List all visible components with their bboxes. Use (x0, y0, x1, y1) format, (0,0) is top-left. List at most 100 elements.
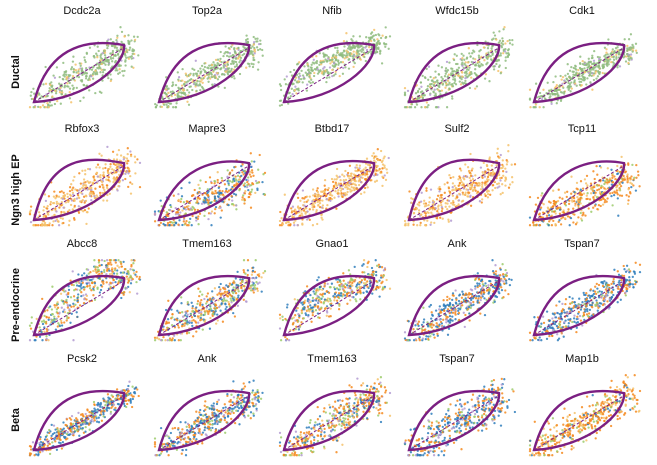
cell-point (493, 65, 496, 68)
cell-point (191, 307, 194, 310)
cell-point (98, 66, 101, 69)
cell-point (43, 314, 46, 318)
cell-point (180, 95, 183, 98)
cell-point (65, 77, 68, 80)
cell-point (504, 184, 507, 187)
cell-point (63, 73, 66, 76)
cell-point (566, 190, 569, 193)
cell-point (602, 179, 605, 182)
cell-point (376, 158, 380, 162)
cell-point (374, 44, 378, 48)
cell-point (249, 46, 253, 50)
cell-point (448, 190, 452, 194)
cell-point (439, 187, 442, 191)
cell-point (101, 79, 104, 82)
cell-point (164, 88, 168, 91)
cell-point (366, 173, 369, 176)
cell-point (184, 222, 187, 225)
cell-point (352, 186, 355, 190)
cell-point (592, 62, 595, 65)
cell-point (177, 339, 180, 342)
cell-point (447, 187, 451, 190)
cell-point (437, 205, 440, 208)
cell-point (289, 70, 292, 74)
cell-point (44, 106, 48, 109)
cell-point (58, 88, 62, 92)
cell-point (494, 186, 497, 190)
cell-point (245, 279, 248, 282)
cell-point (46, 309, 49, 312)
cell-point (182, 319, 186, 322)
cell-point (118, 50, 121, 53)
cell-point (613, 175, 616, 178)
cell-point (169, 209, 172, 212)
cell-point (256, 37, 259, 40)
cell-point (94, 268, 97, 271)
cell-point (631, 43, 634, 47)
cell-point (208, 176, 212, 179)
cell-point (44, 199, 48, 203)
cell-point (382, 157, 385, 160)
cell-point (247, 176, 250, 179)
cell-point (577, 68, 580, 72)
cell-point (236, 57, 240, 60)
cell-point (408, 190, 411, 193)
cell-point (338, 74, 341, 78)
cell-point (196, 300, 200, 303)
cell-point (497, 69, 500, 73)
cell-point (345, 32, 348, 35)
cell-point (126, 147, 129, 150)
cell-point (573, 190, 576, 194)
cell-point (177, 76, 181, 79)
cell-point (465, 67, 469, 71)
cell-point (588, 74, 591, 77)
phase-panel: Cdk1 (528, 5, 638, 109)
cell-point (301, 197, 304, 200)
cell-point (222, 286, 225, 290)
cell-point (620, 155, 623, 159)
cell-point (80, 67, 84, 70)
cell-point (438, 185, 441, 189)
cell-point (28, 106, 32, 109)
cell-point (91, 281, 94, 285)
cell-point (131, 277, 134, 281)
cell-point (74, 69, 78, 72)
cell-point (118, 266, 121, 269)
cell-point (128, 170, 131, 173)
row-label: Ductal (10, 55, 22, 89)
cell-point (57, 195, 61, 198)
cell-point (626, 44, 629, 48)
cell-point (341, 173, 344, 176)
cell-point (239, 49, 243, 53)
cell-point (376, 148, 379, 151)
cell-point (436, 210, 439, 213)
cell-point (565, 195, 568, 199)
cell-point (434, 92, 437, 95)
cell-point (461, 75, 464, 78)
cell-point (591, 56, 594, 60)
cell-point (373, 28, 376, 32)
cell-point (253, 52, 256, 55)
cell-point (446, 181, 449, 184)
cell-point (380, 62, 384, 65)
cell-point (66, 195, 69, 199)
cell-point (107, 179, 110, 182)
cell-point (59, 102, 62, 105)
cell-point (461, 71, 464, 74)
cell-point (249, 175, 253, 178)
cell-point (202, 200, 205, 204)
cell-point (502, 52, 505, 55)
cell-point (410, 103, 414, 106)
cell-point (248, 195, 251, 199)
cell-point (336, 51, 339, 54)
cell-point (376, 173, 379, 176)
cell-point (321, 204, 325, 207)
cell-point (233, 315, 237, 318)
cell-point (46, 207, 49, 210)
cell-point (388, 35, 392, 38)
cell-point (248, 65, 251, 68)
phase-panel: Mapre3 (153, 123, 267, 227)
cell-point (547, 200, 551, 203)
cell-point (34, 339, 37, 342)
cell-point (239, 59, 242, 62)
